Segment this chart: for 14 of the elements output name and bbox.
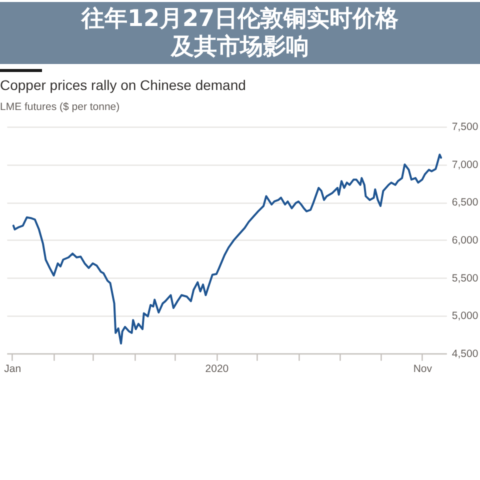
y-tick-label: 4,500 (452, 348, 478, 360)
y-tick-label: 5,500 (452, 272, 478, 284)
y-tick-label: 6,000 (452, 234, 478, 246)
chart-subtitle: LME futures ($ per tonne) (0, 101, 120, 114)
x-tick-label: 2020 (205, 362, 229, 375)
y-tick-label: 6,500 (452, 196, 478, 209)
y-tick-label: 7,000 (452, 158, 478, 171)
y-tick-label: 5,000 (452, 310, 478, 322)
x-tick-label: Nov (413, 362, 433, 375)
line-series (12, 154, 442, 344)
chart-title: Copper prices rally on Chinese demand (0, 77, 246, 94)
x-tick-label: Jan (4, 362, 22, 375)
caption-banner: 往年12月27日伦敦铜实时价格及其市场影响 (0, 2, 480, 64)
y-tick-label: 7,500 (452, 121, 478, 134)
